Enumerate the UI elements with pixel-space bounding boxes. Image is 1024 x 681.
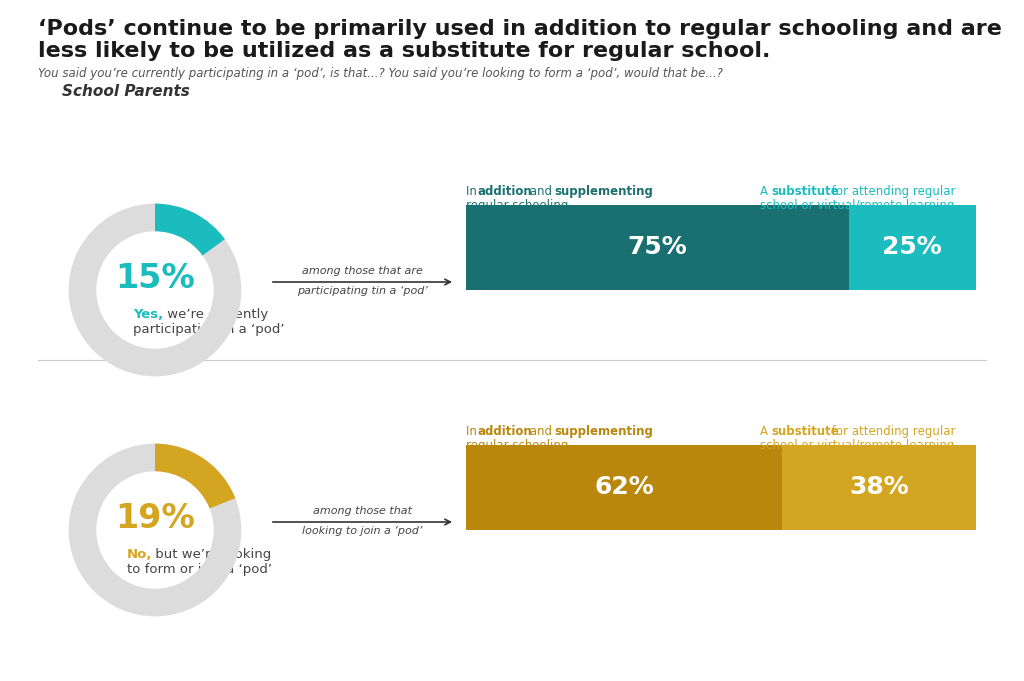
Text: participating in a ‘pod’: participating in a ‘pod’ bbox=[133, 323, 285, 336]
Bar bbox=[466, 445, 782, 530]
Text: 38%: 38% bbox=[849, 475, 909, 499]
Wedge shape bbox=[155, 204, 225, 255]
Text: supplementing: supplementing bbox=[554, 185, 653, 198]
Text: addition: addition bbox=[478, 425, 532, 438]
Text: we’re currently: we’re currently bbox=[163, 308, 268, 321]
Bar bbox=[782, 445, 976, 530]
Bar bbox=[849, 205, 976, 290]
Text: No,: No, bbox=[127, 548, 153, 561]
Bar bbox=[466, 205, 849, 290]
Text: school or virtual/remote learning: school or virtual/remote learning bbox=[760, 439, 954, 452]
Text: to form or join a ‘pod’: to form or join a ‘pod’ bbox=[127, 563, 272, 576]
Text: A: A bbox=[760, 425, 772, 438]
Text: substitute: substitute bbox=[771, 185, 839, 198]
Text: and: and bbox=[526, 185, 556, 198]
Text: regular schooling: regular schooling bbox=[466, 199, 568, 212]
Text: regular schooling: regular schooling bbox=[466, 439, 568, 452]
Text: supplementing: supplementing bbox=[554, 425, 653, 438]
Text: less likely to be utilized as a substitute for regular school.: less likely to be utilized as a substitu… bbox=[38, 41, 770, 61]
Text: but we’re looking: but we’re looking bbox=[151, 548, 271, 561]
Text: You said you’re currently participating in a ‘pod’, is that...? You said you’re : You said you’re currently participating … bbox=[38, 67, 723, 80]
Text: 75%: 75% bbox=[628, 236, 687, 259]
Text: Yes,: Yes, bbox=[133, 308, 163, 321]
Text: In: In bbox=[466, 425, 480, 438]
Wedge shape bbox=[69, 443, 242, 616]
Text: 25%: 25% bbox=[883, 236, 942, 259]
Text: 15%: 15% bbox=[115, 262, 195, 294]
Wedge shape bbox=[69, 204, 242, 377]
Text: ‘Pods’ continue to be primarily used in addition to regular schooling and are: ‘Pods’ continue to be primarily used in … bbox=[38, 19, 1001, 39]
Text: A: A bbox=[760, 185, 772, 198]
Text: among those that: among those that bbox=[313, 506, 412, 516]
Text: School Parents: School Parents bbox=[62, 84, 189, 99]
Text: among those that are: among those that are bbox=[302, 266, 423, 276]
Text: school or virtual/remote learning: school or virtual/remote learning bbox=[760, 199, 954, 212]
Text: 62%: 62% bbox=[594, 475, 654, 499]
Text: substitute: substitute bbox=[771, 425, 839, 438]
Text: 19%: 19% bbox=[115, 501, 195, 535]
Text: looking to join a ‘pod’: looking to join a ‘pod’ bbox=[302, 526, 423, 536]
Text: for attending regular: for attending regular bbox=[828, 425, 955, 438]
Text: for attending regular: for attending regular bbox=[828, 185, 955, 198]
Wedge shape bbox=[155, 443, 236, 509]
Text: addition: addition bbox=[478, 185, 532, 198]
Text: participating tin a ‘pod’: participating tin a ‘pod’ bbox=[297, 286, 428, 296]
Text: and: and bbox=[526, 425, 556, 438]
Text: In: In bbox=[466, 185, 480, 198]
